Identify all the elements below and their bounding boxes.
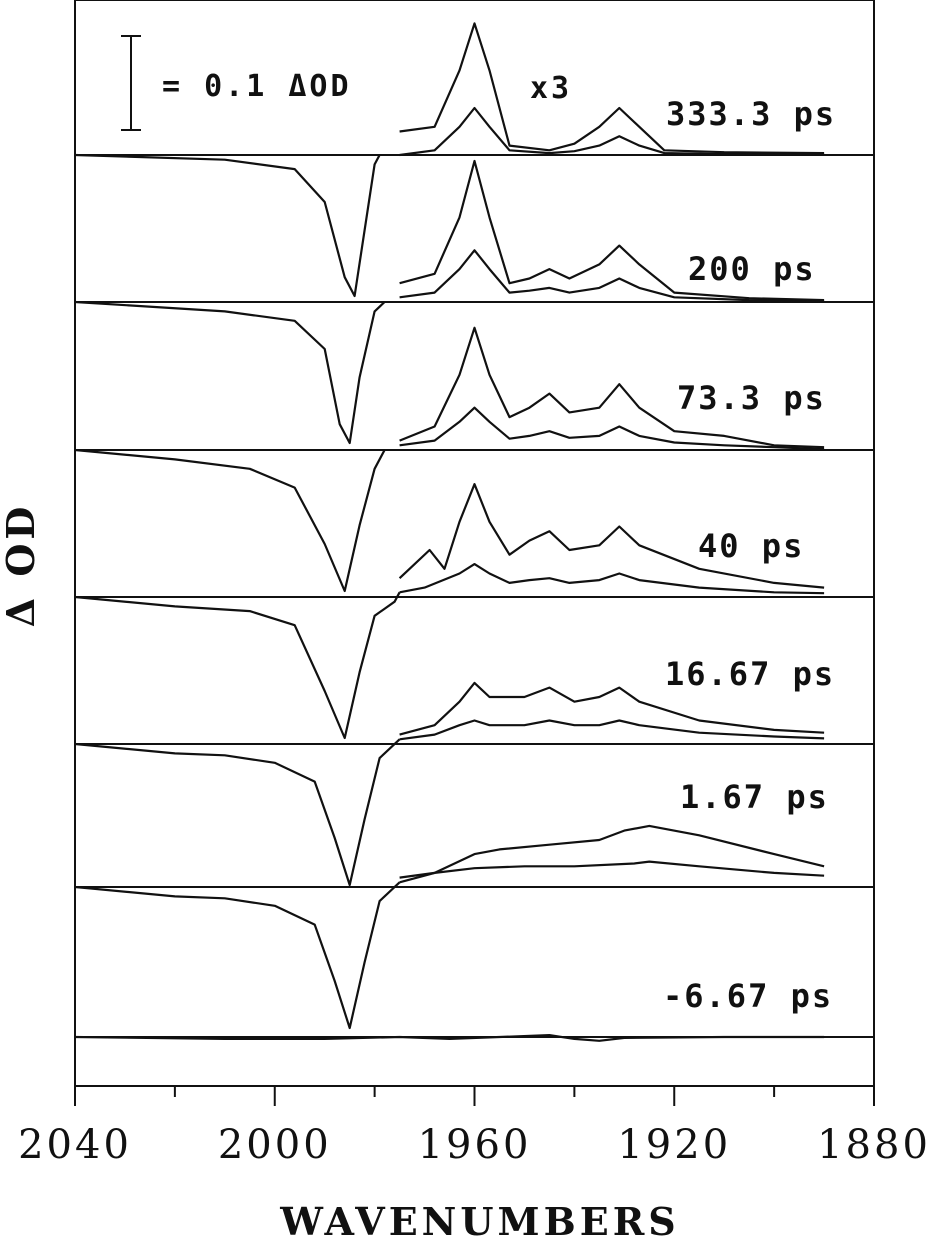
trace-transient <box>399 719 825 741</box>
trace-transient-x3 <box>399 159 825 302</box>
trace-label: 73.3 ps <box>677 379 826 417</box>
x-axis-ticks: 2040 2000 1960 1920 1880 <box>18 1086 931 1168</box>
trace-bleach <box>74 448 386 593</box>
trace-panel-6: -6.67 ps <box>74 977 874 1042</box>
magnification-label: x3 <box>530 71 572 106</box>
x-tick-label: 1920 <box>617 1122 731 1168</box>
trace-label: 1.67 ps <box>680 778 829 816</box>
trace-bleach <box>74 153 381 298</box>
trace-transient <box>399 406 825 451</box>
trace-panel-0: 333.3 ps <box>74 22 874 298</box>
trace-label: 200 ps <box>688 250 816 288</box>
trace-transient <box>399 106 825 157</box>
trace-transient-x3 <box>399 326 825 449</box>
x-tick-label: 2040 <box>18 1122 132 1168</box>
trace-panels: 333.3 ps 200 ps 73.3 ps 40 ps 16.67 ps 1.67 p… <box>74 22 874 1042</box>
trace-transient-x3 <box>399 681 825 736</box>
trace-panel-2: 73.3 ps <box>74 326 874 593</box>
scale-bar-label: = 0.1 ΔOD <box>162 69 352 104</box>
trace-transient-x3 <box>399 22 825 155</box>
trace-bleach <box>74 591 401 740</box>
scale-bar: = 0.1 ΔOD <box>121 35 352 131</box>
trace-transient <box>399 860 825 879</box>
x-tick-label: 2000 <box>218 1122 332 1168</box>
x-tick-label: 1960 <box>418 1122 532 1168</box>
trace-transient <box>399 249 825 303</box>
trace-transient-x3 <box>398 483 825 589</box>
trace-bleach <box>74 738 401 887</box>
trace-label: 333.3 ps <box>666 95 836 133</box>
trace-panel-3: 40 ps <box>74 483 874 740</box>
x-axis-title: WAVENUMBERS <box>279 1199 679 1244</box>
trace-bleach <box>74 300 386 445</box>
trace-baseline-signal <box>74 1034 825 1042</box>
trace-label: 16.67 ps <box>665 655 835 693</box>
y-axis-title: Δ OD <box>0 503 43 628</box>
trace-panel-1: 200 ps <box>74 159 874 445</box>
trace-panel-4: 16.67 ps <box>74 655 874 887</box>
trace-transient <box>399 563 825 595</box>
trace-panel-5: 1.67 ps <box>74 778 874 1030</box>
x-tick-label: 1880 <box>817 1122 931 1168</box>
trace-transient-x3 <box>399 824 825 884</box>
trace-label: -6.67 ps <box>663 977 833 1015</box>
trace-label: 40 ps <box>698 527 804 565</box>
trace-bleach <box>74 881 401 1030</box>
